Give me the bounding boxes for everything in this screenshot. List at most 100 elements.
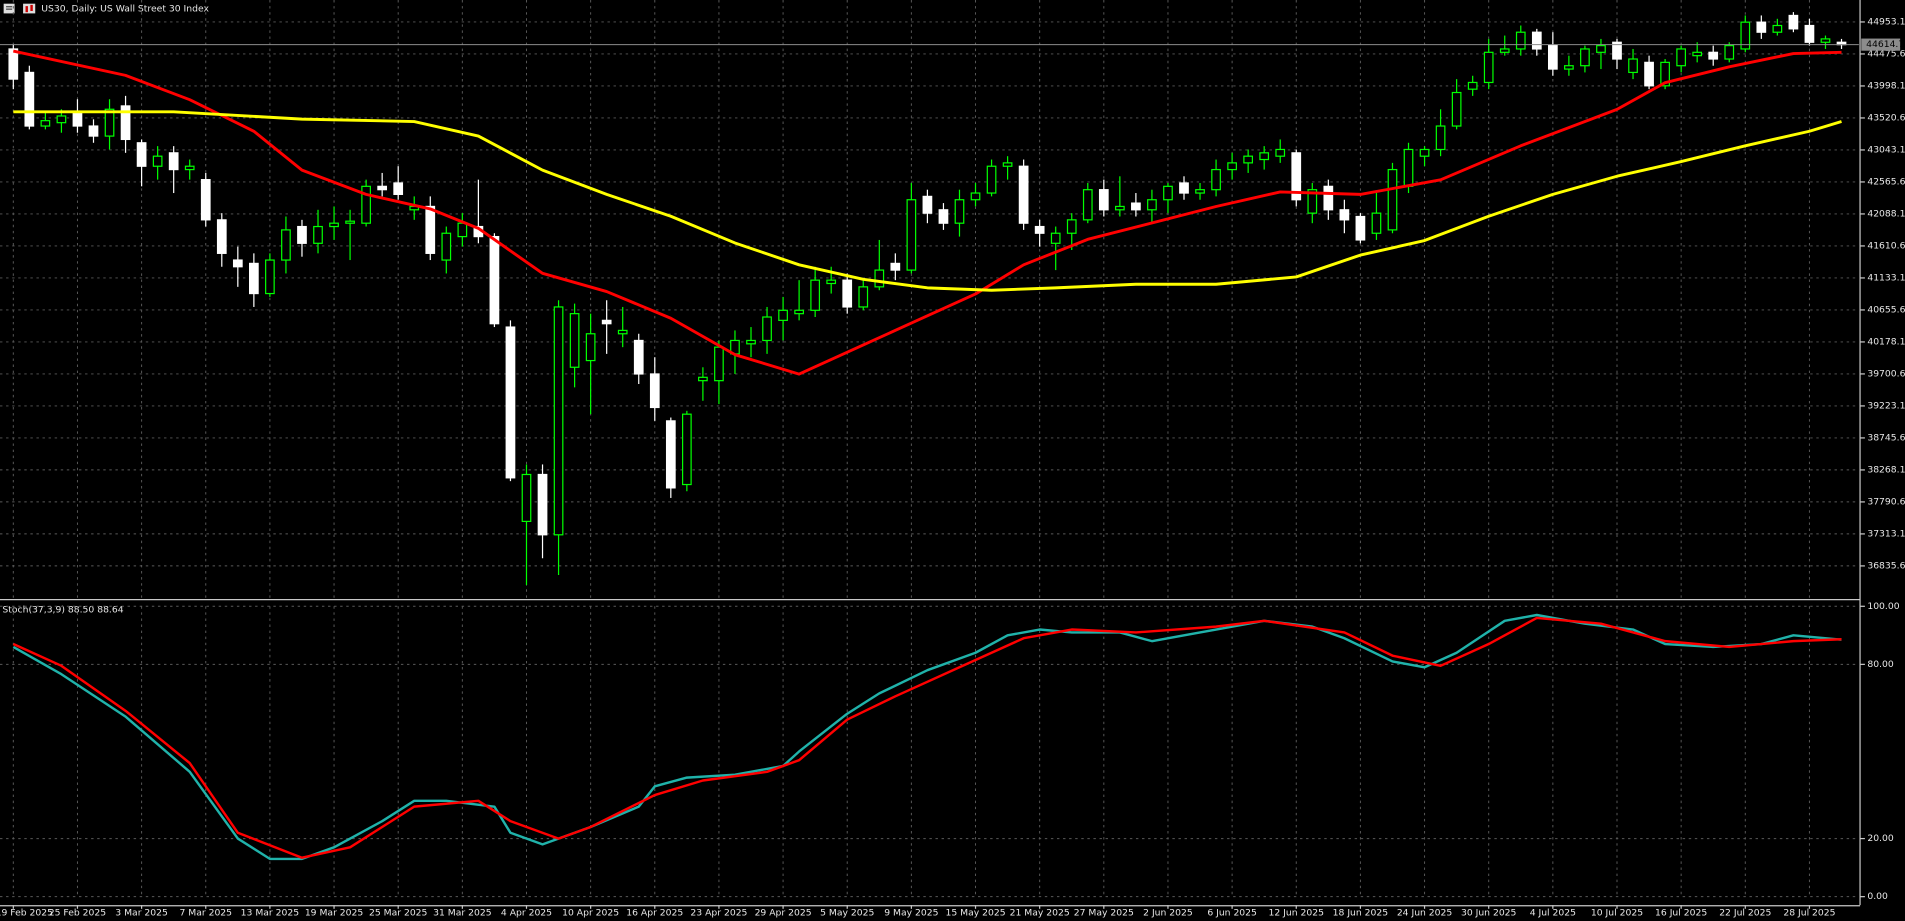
x-tick-label: 10 Jul 2025: [1591, 908, 1643, 919]
y-tick-label: 40178.1: [1867, 336, 1905, 347]
candle-body: [601, 319, 612, 325]
y-tick-label: 44475.6: [1867, 48, 1905, 59]
y-tick-label: 41133.1: [1867, 272, 1905, 283]
indicator-line: [13, 110, 1842, 292]
candle-body: [329, 222, 339, 228]
candle-body: [72, 112, 83, 127]
candle-body: [826, 279, 837, 285]
toolbar-icons: [3, 3, 36, 14]
candle-body: [216, 219, 227, 254]
x-tick-label: 4 Apr 2025: [501, 908, 552, 919]
candle-body: [1708, 51, 1719, 60]
candle-body: [1451, 91, 1462, 127]
candle-body: [970, 192, 981, 201]
mark-layer: [0, 12, 1859, 861]
candle-body: [1564, 65, 1574, 70]
x-tick-label: 24 Jun 2025: [1397, 908, 1453, 919]
candle-body: [136, 142, 147, 167]
candle-body: [1531, 31, 1542, 50]
candle-body: [810, 279, 821, 311]
candle-body: [1660, 61, 1670, 87]
candle-body: [553, 306, 564, 536]
icon: [6, 6, 13, 8]
icon: [6, 8, 13, 10]
candle-body: [698, 376, 708, 382]
candle-body: [152, 155, 163, 167]
candle-body: [1788, 14, 1799, 30]
candle-body: [1676, 48, 1687, 67]
y-tick-label: 100.00: [1867, 601, 1899, 612]
candle-body: [1098, 189, 1109, 211]
candle-body: [168, 152, 179, 171]
candle-body: [393, 182, 404, 195]
x-tick-label: 25 Feb 2025: [49, 908, 107, 919]
y-tick-label: 42565.6: [1867, 176, 1905, 187]
y-tick-label: 44953.1: [1867, 16, 1905, 27]
candle-body: [1403, 148, 1414, 187]
x-tick-label: 16 Jul 2025: [1655, 908, 1707, 919]
chart-title: US30, Daily: US Wall Street 30 Index: [41, 4, 209, 15]
indicator-line: [12, 616, 1842, 859]
candle-body: [1275, 148, 1286, 157]
candle-body: [441, 232, 452, 261]
candle-body: [1756, 21, 1767, 33]
y-tick-label: 0.00: [1867, 891, 1888, 902]
x-tick-label: 6 Jun 2025: [1207, 908, 1257, 919]
candle-body: [377, 185, 388, 191]
candle-body: [681, 413, 692, 486]
candle-body: [505, 326, 516, 479]
candle-body: [633, 339, 644, 375]
x-tick-label: 13 Mar 2025: [241, 908, 300, 919]
candle-body: [8, 48, 19, 80]
candle-body: [184, 165, 195, 171]
x-tick-label: 12 Jun 2025: [1269, 908, 1325, 919]
x-tick-label: 28 Jul 2025: [1783, 908, 1835, 919]
candle-body: [1163, 185, 1173, 201]
y-tick-label: 80.00: [1867, 659, 1894, 670]
candle-body: [665, 420, 676, 489]
last-price-label: 44614.7: [1866, 39, 1904, 50]
candle-body: [313, 225, 323, 244]
x-tick-label: 21 May 2025: [1010, 908, 1070, 919]
y-tick-label: 20.00: [1867, 833, 1894, 844]
candle-body: [1628, 58, 1638, 74]
candle-body: [858, 286, 869, 308]
x-tick-label: 2 Jun 2025: [1143, 908, 1193, 919]
x-tick-label: 16 Apr 2025: [626, 908, 683, 919]
candle-body: [569, 313, 580, 368]
x-tick-label: 22 Jul 2025: [1719, 908, 1771, 919]
candle-body: [104, 108, 115, 137]
y-tick-label: 36835.6: [1867, 560, 1905, 571]
candle-body: [1259, 152, 1270, 161]
grid-layer: [0, 0, 1865, 909]
candle-body: [24, 71, 35, 127]
candle-body: [249, 262, 259, 295]
x-tick-label: 3 Mar 2025: [115, 908, 168, 919]
label-layer: 44953.1 44475.6 43998.1 43520.6 43043.1 42565…: [0, 16, 1905, 918]
y-tick-label: 43998.1: [1867, 80, 1905, 91]
candle-body: [1515, 31, 1526, 50]
candle-body: [1644, 61, 1654, 87]
candle-body: [1547, 45, 1558, 70]
candle-body: [1355, 215, 1366, 241]
candle-body: [1323, 185, 1334, 211]
candle-body: [521, 473, 532, 523]
candle-body: [1419, 148, 1430, 157]
y-tick-label: 39223.1: [1867, 400, 1905, 411]
candle-body: [425, 205, 436, 254]
candle-body: [40, 120, 51, 127]
candle-body: [1467, 81, 1478, 90]
candle-body: [1724, 45, 1735, 60]
candle-body: [954, 199, 965, 224]
x-tick-label: 9 May 2025: [884, 908, 938, 919]
candle-body: [537, 473, 548, 536]
candle-body: [1499, 48, 1510, 53]
candle-body: [1307, 189, 1318, 214]
y-tick-label: 42088.1: [1867, 208, 1905, 219]
candle-body: [1772, 24, 1783, 33]
candle-body: [1740, 21, 1751, 50]
candle-body: [1339, 209, 1350, 221]
candle-body: [842, 279, 853, 308]
